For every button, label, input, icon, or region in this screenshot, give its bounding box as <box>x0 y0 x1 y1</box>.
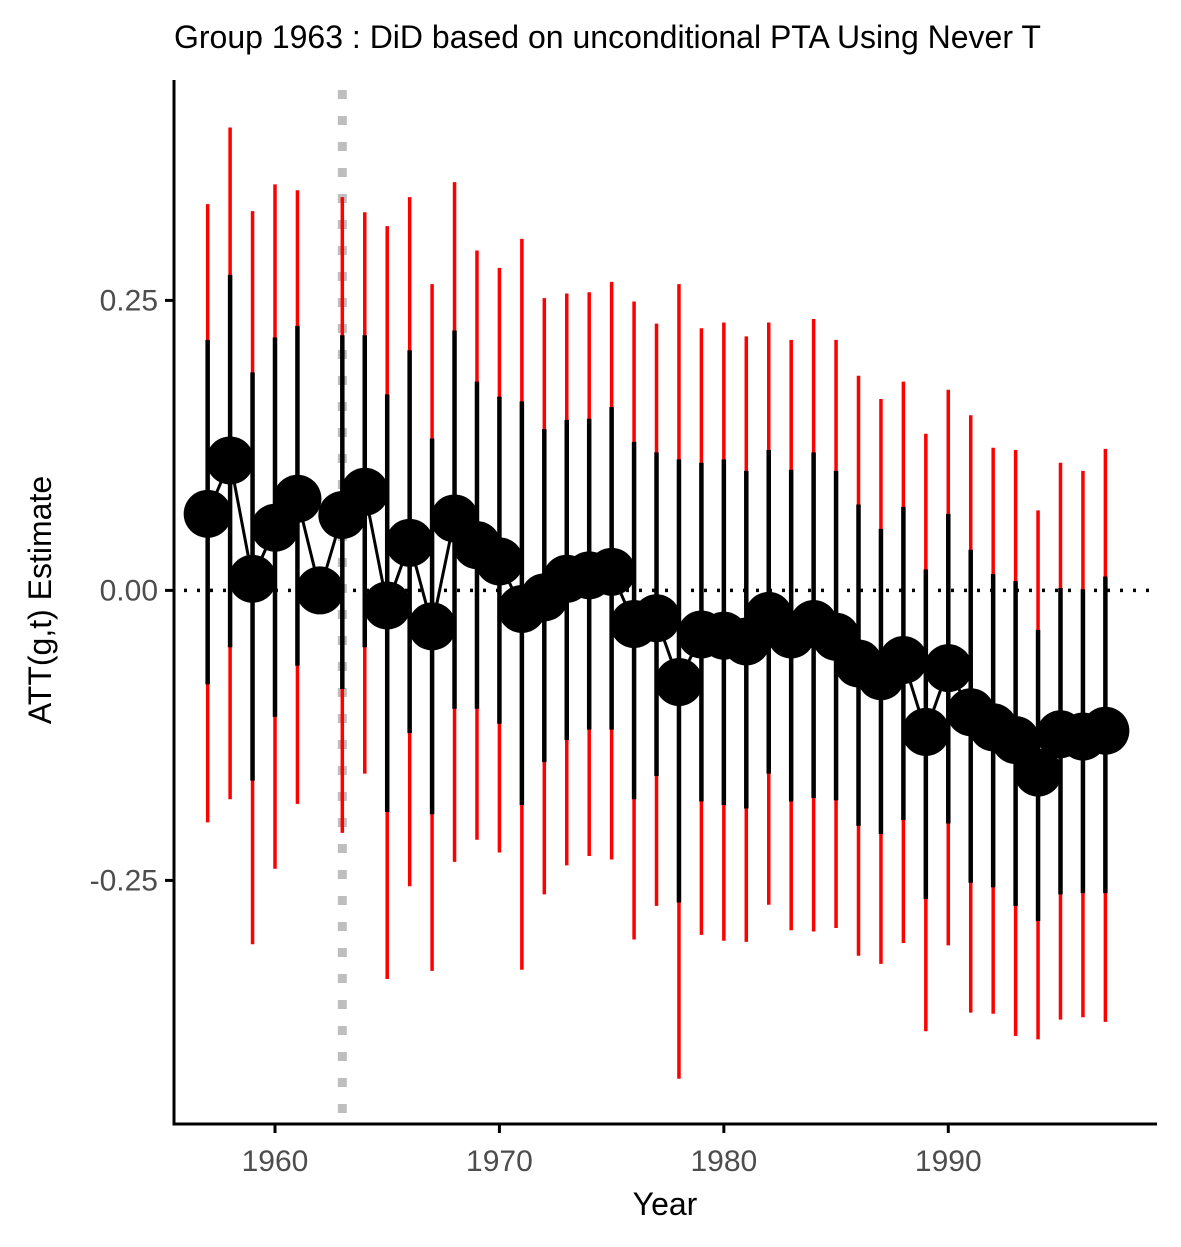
estimate-point-1961 <box>273 474 322 523</box>
x-tick-label-1980: 1980 <box>690 1145 757 1178</box>
estimate-point-1988 <box>879 636 928 684</box>
estimate-point-1994 <box>1014 748 1063 797</box>
estimate-point-1997 <box>1081 706 1130 755</box>
plot-area: 1960 1970 1980 1990 0.25 0.00 -0.25 <box>90 80 1157 1178</box>
estimate-point-1965 <box>363 581 412 630</box>
estimate-point-1959 <box>228 554 277 603</box>
x-tick-label-1990: 1990 <box>915 1145 982 1178</box>
x-tick-label-1970: 1970 <box>466 1145 533 1178</box>
estimate-point-1977 <box>632 594 681 643</box>
estimate-point-1990 <box>924 644 973 693</box>
estimate-point-1970 <box>475 537 524 586</box>
estimate-point-1964 <box>340 467 389 516</box>
chart-title: Group 1963 : DiD based on unconditional … <box>174 19 1041 55</box>
y-tick-label-2: -0.25 <box>90 864 158 897</box>
estimate-point-1962 <box>295 566 344 615</box>
y-tick-label-0: 0.25 <box>100 284 158 317</box>
y-axis-title: ATT(g,t) Estimate <box>22 476 58 724</box>
x-axis-title: Year <box>633 1186 698 1222</box>
estimate-point-1957 <box>183 489 232 538</box>
estimate-point-1975 <box>587 547 636 596</box>
estimate-point-1966 <box>385 518 434 567</box>
estimate-point-1967 <box>408 602 457 651</box>
estimate-point-1978 <box>654 658 703 707</box>
y-tick-label-1: 0.00 <box>100 574 158 607</box>
estimate-point-1958 <box>206 436 255 485</box>
estimate-point-1989 <box>901 707 950 756</box>
x-tick-label-1960: 1960 <box>242 1145 309 1178</box>
